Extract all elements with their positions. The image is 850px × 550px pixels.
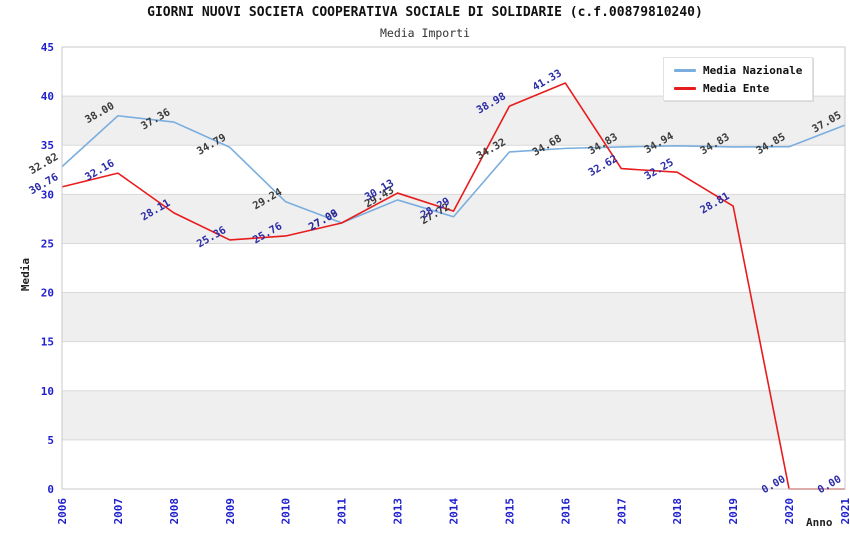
legend-label: Media Ente [703, 81, 770, 95]
svg-text:2009: 2009 [224, 498, 237, 525]
chart-subtitle: Media Importi [379, 26, 470, 40]
svg-text:20: 20 [41, 287, 54, 300]
svg-text:2021: 2021 [839, 498, 850, 525]
svg-text:2010: 2010 [280, 498, 293, 525]
legend-item-media-ente: Media Ente [674, 82, 812, 95]
svg-text:2019: 2019 [727, 498, 740, 525]
svg-text:2016: 2016 [559, 498, 572, 525]
series-line-media-ente [61, 82, 845, 490]
svg-text:2020: 2020 [783, 498, 796, 525]
plot-border [61, 46, 846, 490]
legend: Media Nazionale Media Ente [663, 57, 813, 101]
x-axis-title: Anno [806, 516, 833, 529]
svg-text:2014: 2014 [448, 498, 461, 525]
svg-text:0: 0 [47, 483, 54, 496]
svg-text:2018: 2018 [671, 498, 684, 525]
svg-text:2013: 2013 [392, 498, 405, 525]
media-ente-line-swatch [674, 86, 696, 90]
svg-text:10: 10 [41, 385, 54, 398]
plot-bands [62, 47, 845, 489]
svg-text:2008: 2008 [168, 498, 181, 525]
series-line-media-nazionale [61, 114, 846, 224]
svg-text:25: 25 [41, 237, 54, 250]
svg-text:35: 35 [41, 139, 54, 152]
svg-text:30: 30 [41, 188, 54, 201]
y-axis-title: Media [19, 257, 33, 292]
y-axis-tick-labels: 0 5 10 15 20 25 30 35 40 45 [41, 41, 54, 496]
svg-text:2011: 2011 [336, 498, 349, 525]
svg-text:45: 45 [41, 41, 54, 54]
x-axis-tick-labels: 2006 2007 2008 2009 2010 2011 2013 2014 2015 2016… [56, 498, 850, 525]
gridlines [62, 95, 845, 441]
svg-text:40: 40 [41, 90, 54, 103]
svg-text:2017: 2017 [615, 498, 628, 525]
media-nazionale-line-swatch [674, 68, 696, 72]
svg-text:2015: 2015 [503, 498, 516, 525]
svg-text:5: 5 [47, 434, 54, 447]
legend-label: Media Nazionale [703, 63, 803, 77]
legend-item-media-nazionale: Media Nazionale [674, 64, 812, 77]
svg-text:2006: 2006 [56, 498, 69, 525]
chart-title: GIORNI NUOVI SOCIETA COOPERATIVA SOCIALE… [147, 5, 703, 20]
svg-text:2007: 2007 [112, 498, 125, 525]
svg-text:15: 15 [41, 336, 54, 349]
